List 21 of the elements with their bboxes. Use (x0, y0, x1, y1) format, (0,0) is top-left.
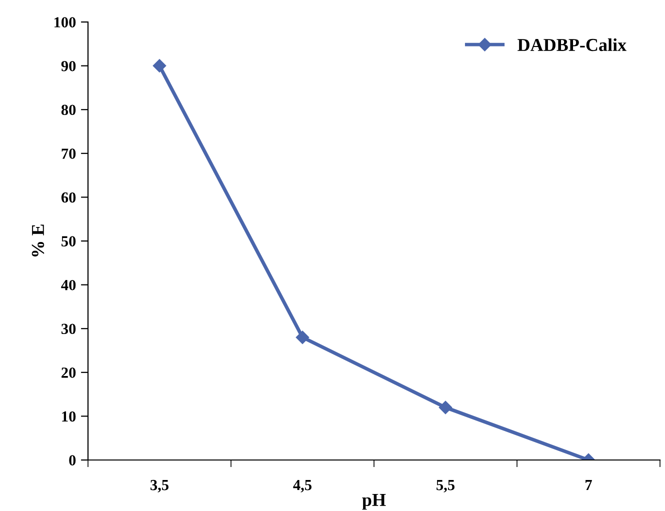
legend-label: DADBP-Calix (518, 38, 626, 52)
x-tick-label: 7 (586, 480, 592, 490)
x-tick-label: 5,5 (436, 480, 454, 492)
y-tick-label: 70 (62, 148, 76, 159)
y-tick-label: 90 (61, 60, 76, 72)
y-tick-label: 60 (61, 192, 76, 203)
y-axis-title: % E (32, 224, 44, 256)
y-tick-label: 30 (61, 324, 76, 334)
x-tick-label: 4,5 (293, 480, 312, 492)
point (438, 400, 452, 414)
x-tick-label: 3,5 (150, 480, 168, 492)
y-tick-label: 0 (69, 455, 76, 466)
y-tick-label: 50 (62, 236, 76, 246)
y-tick-label: 100 (54, 17, 76, 28)
point (152, 59, 166, 72)
y-tick-label: 40 (61, 280, 76, 290)
point (296, 330, 310, 344)
y-tick-label: 10 (62, 411, 76, 422)
x-axis-title: pH (362, 494, 386, 510)
y-tick-label: 20 (62, 368, 76, 378)
y-tick-label: 80 (61, 104, 76, 116)
